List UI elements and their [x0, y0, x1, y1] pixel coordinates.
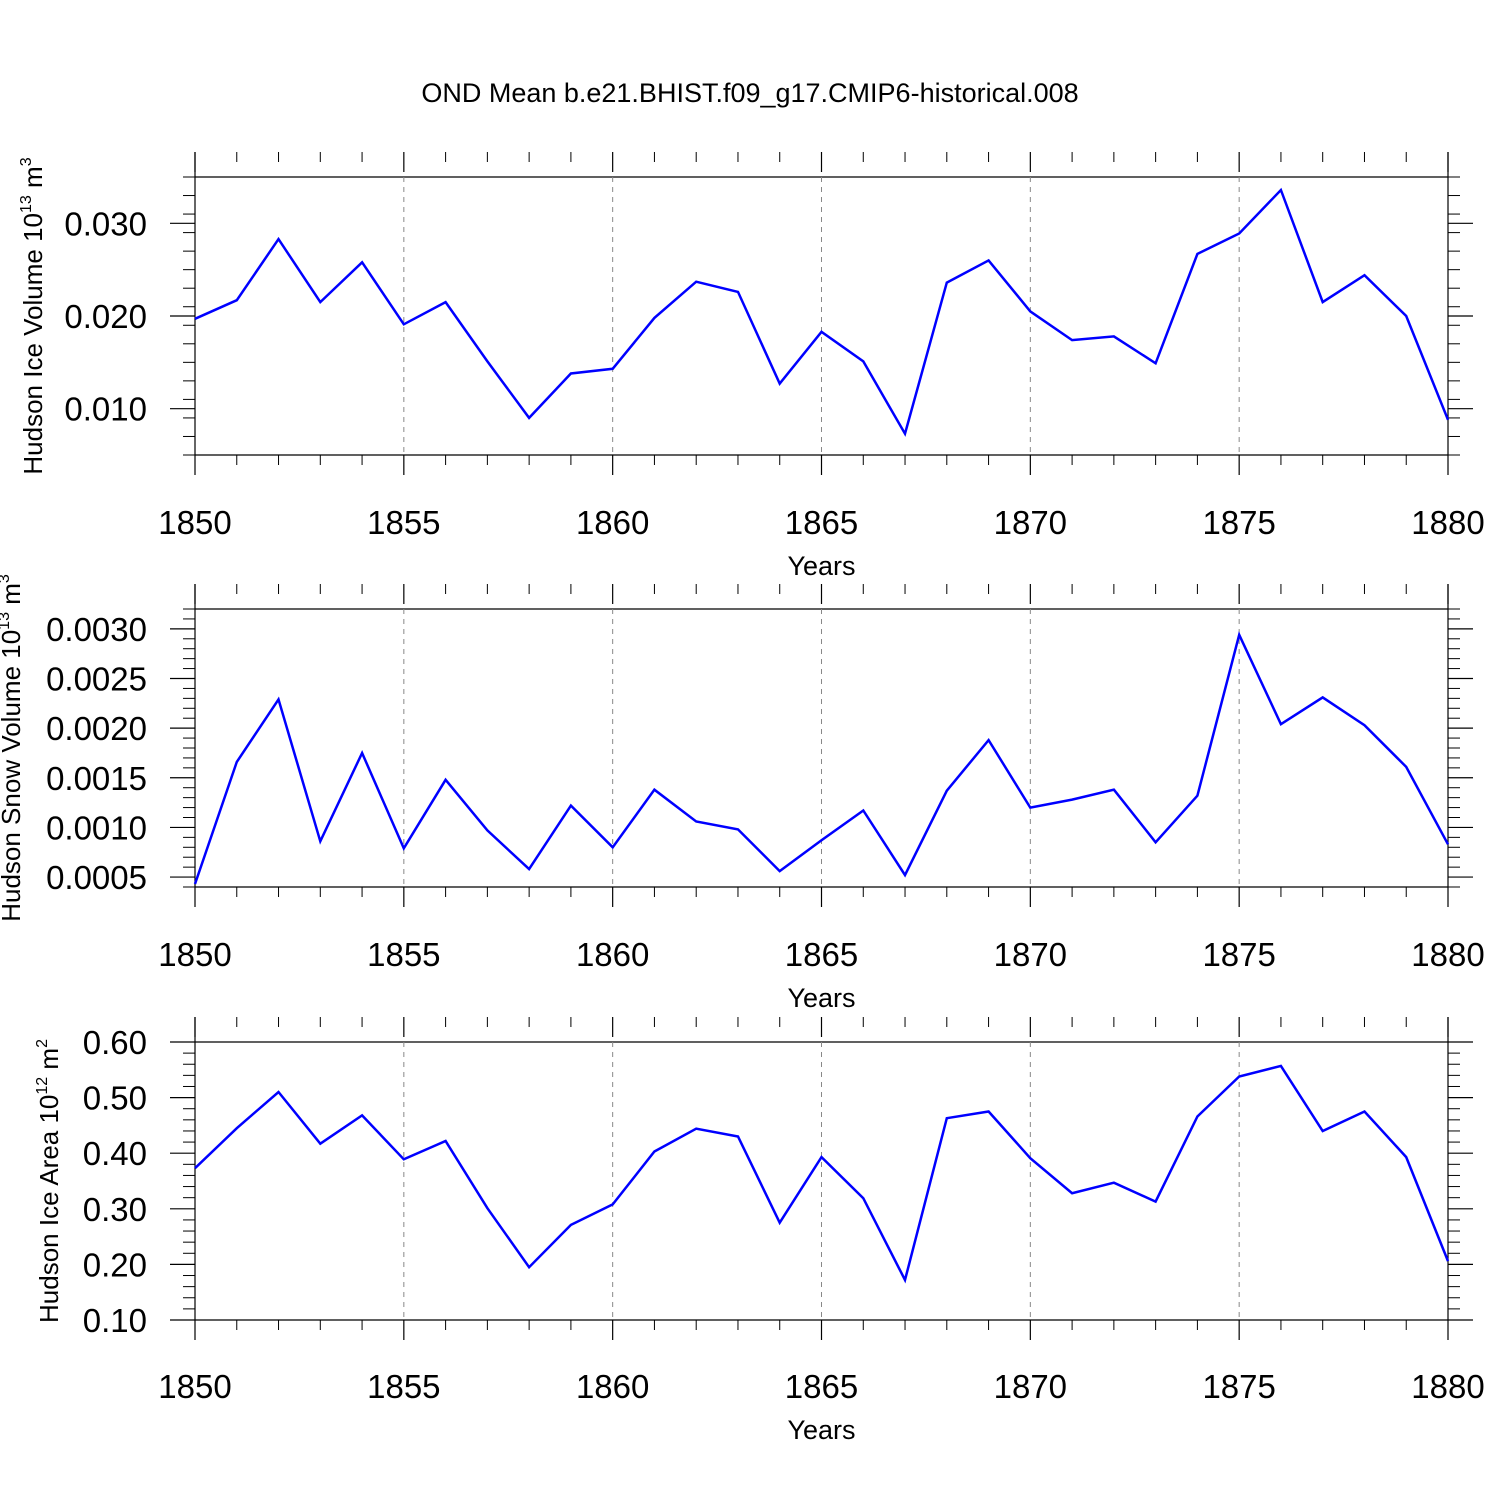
- x-tick-label: 1865: [785, 1368, 858, 1405]
- panel-1: 1850 1855 1860 1865 1870 1875 1880 0.010 0.020 0.…: [18, 152, 1485, 581]
- y-tick-label: 0.010: [64, 391, 147, 428]
- y-tick-label: 0.020: [64, 298, 147, 335]
- y-tick-label: 0.0010: [46, 809, 147, 846]
- y-tick-label: 0.0005: [46, 859, 147, 896]
- x-tick-label: 1860: [576, 936, 649, 973]
- y-axis-title: Hudson Snow Volume 1013 m3: [0, 574, 26, 922]
- x-tick-label: 1870: [994, 504, 1067, 541]
- x-tick-label: 1875: [1202, 504, 1275, 541]
- y-tick-label: 0.0030: [46, 611, 147, 648]
- y-axis-title: Hudson Ice Area 1012 m2: [34, 1039, 64, 1323]
- x-tick-label: 1850: [158, 936, 231, 973]
- x-tick-label: 1850: [158, 1368, 231, 1405]
- panel-3: 1850 1855 1860 1865 1870 1875 1880 0.10 0.20 0.30…: [34, 1017, 1485, 1445]
- y-tick-label: 0.40: [83, 1135, 147, 1172]
- x-tick-label: 1865: [785, 936, 858, 973]
- data-series-line: [194, 187, 1450, 437]
- x-axis-title: Years: [787, 1415, 855, 1445]
- panel-2: 1850 1855 1860 1865 1870 1875 1880 0.0005 0.0010…: [0, 574, 1485, 1013]
- x-tick-label: 1850: [158, 504, 231, 541]
- x-axis-title: Years: [787, 983, 855, 1013]
- y-tick-label: 0.0025: [46, 661, 147, 698]
- x-tick-label: 1880: [1411, 1368, 1484, 1405]
- y-tick-label: 0.0020: [46, 710, 147, 747]
- y-tick-label: 0.60: [83, 1024, 147, 1061]
- x-tick-label: 1855: [367, 504, 440, 541]
- data-series-line: [194, 1064, 1450, 1284]
- x-tick-label: 1875: [1202, 1368, 1275, 1405]
- x-tick-label: 1860: [576, 1368, 649, 1405]
- x-tick-label: 1855: [367, 936, 440, 973]
- figure-title: OND Mean b.e21.BHIST.f09_g17.CMIP6-histo…: [421, 78, 1079, 108]
- x-tick-label: 1855: [367, 1368, 440, 1405]
- x-tick-label: 1870: [994, 1368, 1067, 1405]
- data-series-line: [193, 631, 1450, 885]
- y-tick-label: 0.30: [83, 1191, 147, 1228]
- y-tick-label: 0.030: [64, 205, 147, 242]
- y-tick-label: 0.0015: [46, 760, 147, 797]
- x-tick-label: 1860: [576, 504, 649, 541]
- x-axis-title: Years: [787, 551, 855, 581]
- x-tick-label: 1880: [1411, 936, 1484, 973]
- y-tick-label: 0.20: [83, 1246, 147, 1283]
- y-tick-label: 0.10: [83, 1302, 147, 1339]
- y-axis-title: Hudson Ice Volume 1013 m3: [18, 157, 48, 474]
- x-tick-label: 1865: [785, 504, 858, 541]
- x-tick-label: 1880: [1411, 504, 1484, 541]
- y-tick-label: 0.50: [83, 1080, 147, 1117]
- x-tick-label: 1875: [1202, 936, 1275, 973]
- x-tick-label: 1870: [994, 936, 1067, 973]
